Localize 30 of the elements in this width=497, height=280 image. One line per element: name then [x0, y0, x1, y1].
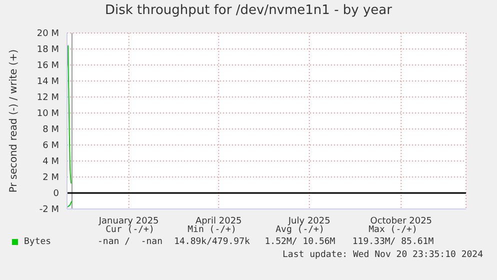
text: Last update: Wed Nov 20 23:35:10 2024	[282, 250, 483, 260]
y-tick-label: 2 M	[42, 173, 59, 184]
y-axis-title: Pr second read (-) / write (+)	[8, 49, 20, 193]
line-series	[67, 200, 72, 208]
line-series	[67, 45, 72, 184]
y-tick-label: 14 M	[36, 77, 59, 88]
y-tick-label: -2 M	[39, 205, 59, 216]
y-tick-label: 16 M	[36, 61, 59, 72]
y-tick-label: 8 M	[42, 125, 59, 136]
y-tick-label: 4 M	[42, 157, 59, 168]
legend-label: Bytes	[24, 237, 52, 247]
x-tick-label: July 2025	[287, 216, 330, 226]
y-tick-label: 18 M	[36, 45, 59, 56]
x-tick-label: October 2025	[370, 216, 432, 226]
chart-title: Disk throughput for /dev/nvme1n1 - by year	[104, 3, 393, 18]
text: -nan / -nan	[97, 237, 163, 247]
y-tick-label: 20 M	[36, 29, 59, 40]
text: 14.89k/479.97k	[174, 237, 250, 247]
y-tick-label: 6 M	[42, 141, 59, 152]
y-tick-label: 12 M	[36, 93, 59, 104]
x-tick-label: January 2025	[98, 216, 159, 226]
y-tick-label: 10 M	[36, 109, 59, 120]
text: Max (-/+)	[368, 225, 418, 235]
text: Cur (-/+)	[106, 225, 154, 235]
x-tick-label: April 2025	[195, 216, 242, 226]
text: Avg (-/+)	[276, 225, 324, 235]
text: Min (-/+)	[188, 225, 236, 235]
y-tick-label: 0	[53, 189, 60, 200]
text: 1.52M/ 10.56M	[264, 237, 336, 247]
text: 119.33M/ 85.61M	[352, 237, 434, 247]
